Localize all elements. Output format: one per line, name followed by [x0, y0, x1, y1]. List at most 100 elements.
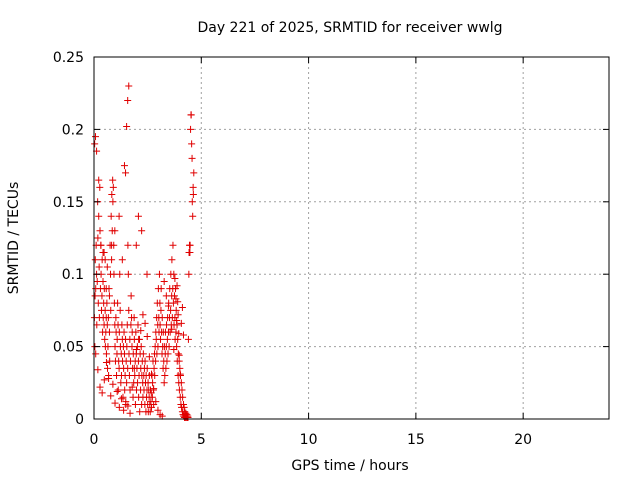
data-point: [189, 191, 197, 199]
data-point: [117, 395, 125, 403]
data-point: [111, 227, 119, 235]
y-axis-label: SRMTID / TECUs: [6, 182, 22, 295]
data-point: [174, 311, 182, 319]
x-axis-label: GPS time / hours: [291, 458, 408, 474]
data-point: [161, 372, 169, 380]
data-point: [95, 212, 103, 220]
data-point: [114, 386, 122, 394]
data-point: [188, 140, 196, 148]
data-point: [163, 357, 171, 365]
data-point: [190, 169, 198, 177]
data-point: [135, 335, 143, 343]
data-point: [102, 359, 110, 367]
data-point: [96, 383, 104, 391]
data-point: [108, 241, 116, 249]
data-point: [114, 299, 122, 307]
data-point: [91, 292, 99, 300]
data-point: [96, 227, 104, 235]
data-point: [169, 299, 177, 307]
data-point: [149, 379, 157, 387]
data-point: [125, 306, 133, 314]
data-point: [187, 111, 195, 119]
data-point: [112, 314, 120, 322]
data-point: [165, 343, 173, 351]
data-point: [123, 123, 131, 131]
data-point: [171, 314, 179, 322]
data-point: [178, 386, 186, 394]
data-point: [122, 398, 130, 406]
data-point: [179, 393, 187, 401]
data-point: [170, 270, 178, 278]
data-point: [132, 241, 140, 249]
data-point: [120, 162, 128, 170]
data-point: [154, 406, 162, 414]
data-point: [125, 82, 133, 90]
data-point: [156, 321, 164, 329]
data-point: [156, 299, 164, 307]
y-tick-label: 0: [75, 412, 84, 428]
data-point: [179, 401, 187, 409]
data-point: [162, 292, 170, 300]
data-point: [178, 304, 186, 312]
x-tick-label: 15: [407, 432, 425, 448]
data-point: [177, 319, 185, 327]
data-point: [122, 169, 130, 177]
data-point: [143, 364, 151, 372]
data-point: [100, 248, 108, 256]
data-point: [145, 353, 153, 361]
data-point: [134, 212, 142, 220]
data-point: [188, 198, 196, 206]
data-point: [127, 321, 135, 329]
data-point: [108, 191, 116, 199]
data-point: [115, 403, 123, 411]
data-point: [179, 331, 187, 339]
data-point: [98, 292, 106, 300]
y-tick-label: 0.15: [53, 195, 84, 211]
y-tick-label: 0.2: [62, 122, 84, 138]
data-point: [127, 292, 135, 300]
data-point: [134, 321, 142, 329]
x-tick-label: 5: [197, 432, 206, 448]
data-point: [130, 314, 138, 322]
data-point: [148, 393, 156, 401]
data-point: [146, 408, 154, 416]
data-point: [188, 154, 196, 162]
data-point: [174, 335, 182, 343]
data-point: [163, 335, 171, 343]
data-point: [101, 256, 109, 264]
data-point: [157, 306, 165, 314]
data-point: [168, 325, 176, 333]
y-tick-label: 0.1: [62, 267, 84, 283]
data-point: [139, 311, 147, 319]
data-point: [109, 176, 117, 184]
data-point: [100, 376, 108, 384]
y-axis: 0 0.05 0.1 0.15 0.2 0.25: [53, 50, 609, 428]
data-point: [176, 370, 184, 378]
data-point: [137, 343, 145, 351]
data-point: [189, 183, 197, 191]
data-point: [113, 387, 121, 395]
x-tick-label: 20: [514, 432, 532, 448]
data-point: [107, 306, 115, 314]
data-point: [131, 401, 139, 409]
data-point: [118, 256, 126, 264]
data-point: [157, 285, 165, 293]
data-point: [173, 282, 181, 290]
data-point: [130, 364, 138, 372]
data-point: [177, 379, 185, 387]
data-point: [98, 389, 106, 397]
y-tick-label: 0.05: [53, 340, 84, 356]
data-point: [184, 414, 192, 422]
data-point: [152, 357, 160, 365]
data-point: [187, 125, 195, 133]
data-point: [180, 403, 188, 411]
data-point: [124, 402, 132, 410]
data-point: [132, 328, 140, 336]
data-point: [175, 351, 183, 359]
data-point: [102, 350, 110, 358]
data-point: [186, 248, 194, 256]
data-point: [160, 277, 168, 285]
data-point: [101, 335, 109, 343]
data-point: [175, 330, 183, 338]
